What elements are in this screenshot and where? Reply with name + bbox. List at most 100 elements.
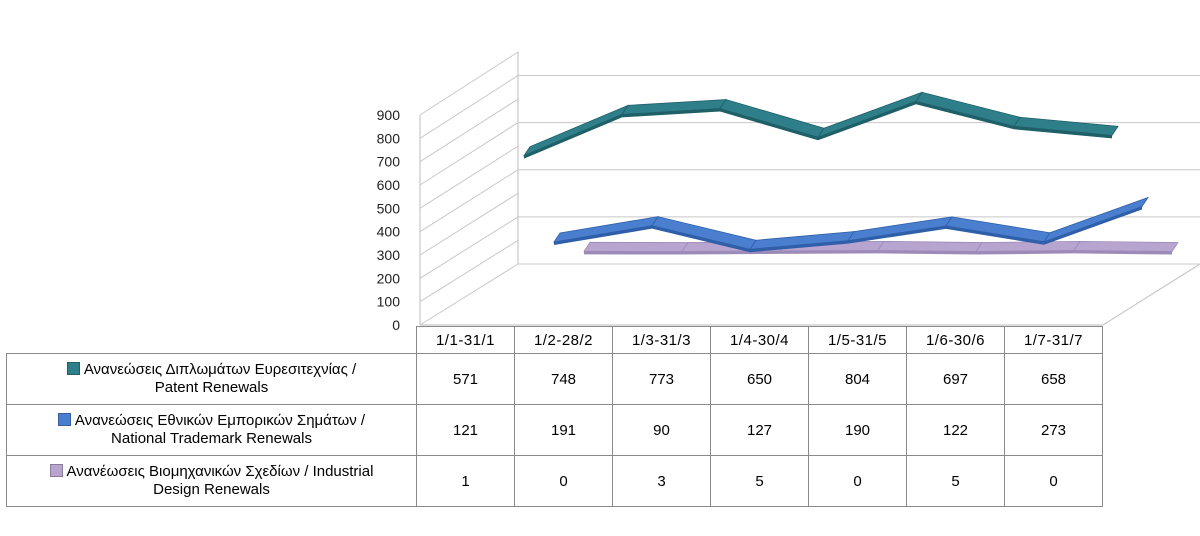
gridline-diagonal	[419, 192, 519, 256]
y-tick-label: 0	[392, 317, 400, 333]
data-label: 121	[416, 404, 515, 456]
series-line-design	[583, 240, 1179, 255]
y-axis-ticks: 0 100 200 300 400 500 600 700 800 900	[377, 107, 401, 333]
gridline-diagonal	[419, 98, 519, 163]
series-segment-side	[652, 225, 750, 253]
legend-key-patent	[66, 362, 80, 375]
data-label: 273	[1004, 404, 1103, 456]
gridline-diagonal	[419, 169, 519, 233]
series-segment	[1073, 240, 1179, 252]
chart-gridlines	[419, 51, 1200, 326]
gridline-diagonal	[419, 263, 519, 326]
legend-key-design	[49, 464, 63, 477]
chart-series	[522, 91, 1179, 255]
data-label: 90	[612, 404, 711, 456]
x-tick-label: 1/5-31/5	[808, 326, 907, 354]
x-tick-label: 1/6-30/6	[906, 326, 1005, 354]
series-segment-side	[750, 240, 848, 253]
series-segment-side	[720, 108, 818, 141]
series-segment	[522, 104, 630, 157]
legend-entry-trademark: Ανανεώσεις Εθνικών Εμπορικών Σημάτων / N…	[6, 404, 417, 456]
series-segment-side	[878, 250, 976, 255]
series-segment-side	[916, 101, 1014, 130]
legend-entry-patent: Ανανεώσεις Διπλωμάτων Ευρεσιτεχνίας / Pa…	[6, 353, 417, 405]
y-tick-label: 500	[377, 200, 401, 216]
gridline-diagonal	[419, 145, 519, 209]
gridline-diagonal	[419, 122, 519, 186]
data-label: 748	[514, 353, 613, 405]
legend-key-trademark	[57, 413, 71, 426]
legend-label-gr: Ανανεώσεις Διπλωμάτων Ευρεσιτεχνίας /	[83, 361, 357, 378]
table-row-design: Ανανέωσεις Βιομηχανικών Σχεδίων / Indust…	[6, 455, 1103, 507]
data-label: 5	[906, 455, 1005, 507]
y-tick-label: 400	[377, 224, 401, 240]
data-label: 1	[416, 455, 515, 507]
legend-label-gr: Ανανεώσεις Εθνικών Εμπορικών Σημάτων /	[74, 412, 366, 429]
series-segment-side	[682, 250, 780, 255]
data-label: 191	[514, 404, 613, 456]
series-segment-side	[780, 250, 878, 254]
y-tick-label: 800	[377, 130, 401, 146]
series-line-patent	[522, 91, 1119, 159]
x-tick-label: 1/1-31/1	[416, 326, 515, 354]
legend-entry-design: Ανανέωσεις Βιομηχανικών Σχεδίων / Indust…	[6, 455, 417, 507]
series-segment	[975, 240, 1081, 252]
series-segment-side	[1074, 250, 1172, 255]
data-label: 804	[808, 353, 907, 405]
data-label: 650	[710, 353, 809, 405]
gridline-diagonal	[419, 75, 519, 139]
y-tick-label: 300	[377, 247, 401, 263]
series-segment-side	[1044, 206, 1142, 245]
gridline-diagonal	[419, 216, 519, 279]
data-label: 127	[710, 404, 809, 456]
series-segment	[583, 241, 689, 252]
table-row-patent: Ανανεώσεις Διπλωμάτων Ευρεσιτεχνίας / Pa…	[6, 353, 1103, 405]
series-segment-side	[554, 225, 652, 245]
data-label: 3	[612, 455, 711, 507]
series-segment	[719, 99, 825, 138]
legend-label-en: Design Renewals	[153, 481, 270, 498]
data-label: 773	[612, 353, 711, 405]
table-corner	[7, 327, 417, 354]
table-row-trademark: Ανανεώσεις Εθνικών Εμπορικών Σημάτων / N…	[6, 404, 1103, 456]
series-line-trademark	[553, 196, 1150, 253]
gridline-diagonal	[419, 240, 519, 303]
x-tick-label: 1/4-30/4	[710, 326, 809, 354]
data-table: 1/1-31/1 1/2-28/2 1/3-31/3 1/4-30/4 1/5-…	[6, 326, 1103, 507]
data-label: 5	[710, 455, 809, 507]
legend-label-gr: Ανανέωσεις Βιομηχανικών Σχεδίων / Indust…	[66, 463, 374, 480]
series-segment-side	[524, 114, 622, 159]
series-segment	[915, 91, 1021, 127]
data-label: 0	[808, 455, 907, 507]
series-segment-side	[946, 225, 1044, 245]
x-tick-label: 1/3-31/3	[612, 326, 711, 354]
x-tick-label: 1/2-28/2	[514, 326, 613, 354]
floor-right-edge	[1102, 263, 1200, 326]
legend-label-en: Patent Renewals	[154, 379, 269, 396]
x-tick-label: 1/7-31/7	[1004, 326, 1103, 354]
data-label: 122	[906, 404, 1005, 456]
series-segment-side	[1014, 126, 1112, 139]
series-segment-side	[584, 251, 682, 255]
y-tick-label: 600	[377, 177, 401, 193]
series-segment-side	[976, 250, 1074, 255]
y-tick-label: 700	[377, 154, 401, 170]
series-segment-side	[848, 225, 946, 244]
series-segment-side	[818, 101, 916, 141]
data-label: 0	[514, 455, 613, 507]
category-header-row: 1/1-31/1 1/2-28/2 1/3-31/3 1/4-30/4 1/5-…	[7, 326, 1103, 354]
data-label: 697	[906, 353, 1005, 405]
gridline-diagonal	[419, 51, 519, 116]
data-label: 0	[1004, 455, 1103, 507]
series-segment	[1042, 196, 1150, 243]
y-tick-label: 900	[377, 107, 401, 123]
series-segment	[816, 91, 924, 139]
series-segment	[877, 240, 983, 252]
data-label: 658	[1004, 353, 1103, 405]
legend-label-en: National Trademark Renewals	[111, 430, 312, 447]
y-tick-label: 200	[377, 270, 401, 286]
series-segment-side	[622, 108, 720, 118]
data-label: 571	[416, 353, 515, 405]
y-tick-label: 100	[377, 294, 401, 310]
